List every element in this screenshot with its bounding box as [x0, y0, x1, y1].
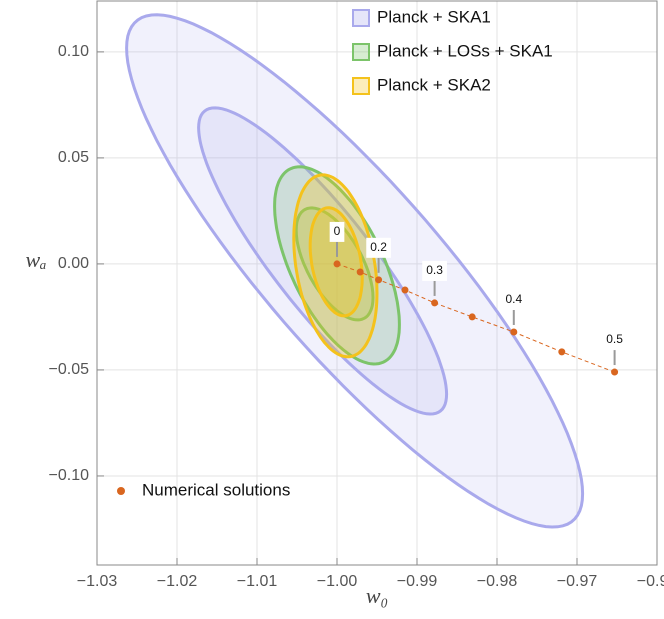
label-box — [602, 330, 627, 351]
x-tick-label: −0.97 — [557, 573, 598, 590]
y-tick-label: 0.00 — [58, 255, 89, 272]
point-label: 0.2 — [366, 237, 391, 258]
contour-ellipse — [125, 13, 585, 529]
point-label-text: 0 — [334, 224, 341, 238]
data-point — [611, 368, 619, 376]
data-point — [333, 260, 341, 268]
point-label: 0.5 — [602, 330, 627, 351]
y-tick-label: −0.10 — [49, 467, 90, 484]
y-tick-label: −0.05 — [49, 361, 90, 378]
legend-label: Planck + SKA2 — [377, 75, 491, 94]
data-point — [431, 299, 439, 307]
point-label-text: 0.3 — [426, 263, 443, 277]
x-tick-label: −1.00 — [317, 573, 358, 590]
label-box — [366, 237, 391, 258]
legend-label: Planck + SKA1 — [377, 7, 491, 26]
data-point — [468, 313, 476, 321]
label-box — [422, 260, 447, 281]
x-tick-label: −0.96 — [637, 573, 664, 590]
x-tick-label: −1.03 — [77, 573, 118, 590]
point-label-text: 0.4 — [505, 292, 522, 306]
data-point — [356, 268, 364, 276]
point-label: 0.3 — [422, 260, 447, 281]
x-tick-label: −1.02 — [157, 573, 198, 590]
data-point — [401, 286, 409, 294]
x-tick-label: −0.98 — [477, 573, 518, 590]
data-point — [558, 348, 566, 356]
x-axis-label: w₀ — [366, 583, 388, 608]
x-tick-label: −0.99 — [397, 573, 438, 590]
data-point — [510, 328, 518, 336]
legend-label: Numerical solutions — [142, 480, 290, 499]
legend-label: Planck + LOSs + SKA1 — [377, 41, 553, 60]
x-tick-label: −1.01 — [237, 573, 278, 590]
point-label: 0 — [329, 221, 345, 242]
plot-frame — [96, 0, 658, 566]
y-tick-label: 0.10 — [58, 43, 89, 60]
legend-swatch — [352, 43, 370, 61]
legend-swatch — [352, 77, 370, 95]
y-tick-label: 0.05 — [58, 149, 89, 166]
point-label-text: 0.2 — [370, 240, 387, 254]
legend-swatch — [352, 9, 370, 27]
legend-marker — [117, 487, 125, 495]
label-box — [501, 289, 527, 310]
y-axis-label: wₐ — [25, 247, 46, 272]
data-point — [375, 276, 383, 284]
point-label: 0.4 — [501, 289, 527, 310]
point-label-text: 0.5 — [606, 332, 623, 346]
label-box — [329, 221, 345, 242]
